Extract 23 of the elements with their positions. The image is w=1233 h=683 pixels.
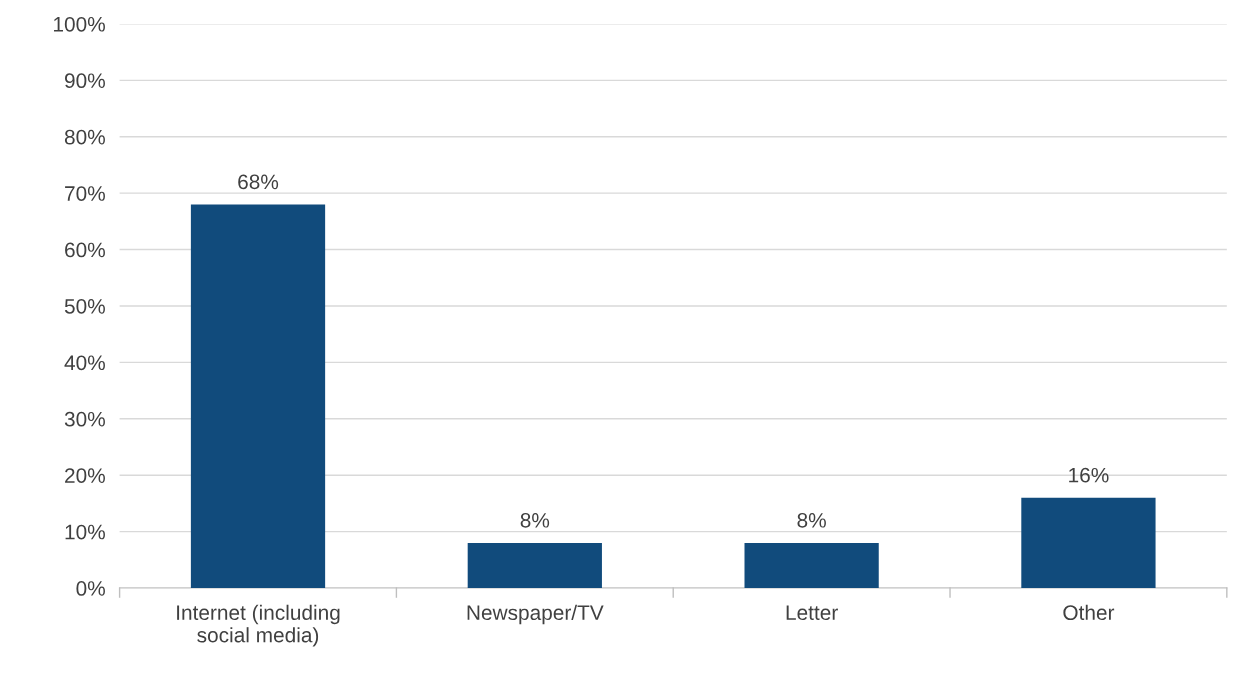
y-tick-label: 30%	[64, 411, 105, 427]
bar	[190, 204, 326, 589]
bar	[744, 542, 879, 589]
y-tick-label: 90%	[64, 73, 105, 89]
y-tick-label: 70%	[65, 186, 105, 201]
x-tick-label: Newspaper/TV	[467, 604, 604, 625]
data-label: 16%	[1069, 467, 1109, 483]
x-tick-label: Internet (including social media)	[177, 604, 340, 647]
data-label: 68%	[238, 174, 279, 190]
bar	[1021, 497, 1156, 589]
y-tick-label: 50%	[64, 298, 105, 314]
y-tick-label: 0%	[76, 581, 105, 596]
data-label: 8%	[797, 512, 826, 528]
x-tick-label: Letter	[786, 605, 838, 621]
y-tick-label: 80%	[64, 129, 105, 145]
y-tick-label: 100%	[54, 16, 105, 32]
y-tick-label: 60%	[65, 242, 105, 258]
bar	[467, 542, 602, 589]
y-tick-label: 40%	[64, 355, 105, 371]
data-label: 8%	[520, 512, 550, 528]
y-tick-label: 10%	[65, 524, 105, 540]
y-tick-label: 20%	[65, 468, 105, 483]
x-tick-label: Other	[1063, 604, 1115, 621]
